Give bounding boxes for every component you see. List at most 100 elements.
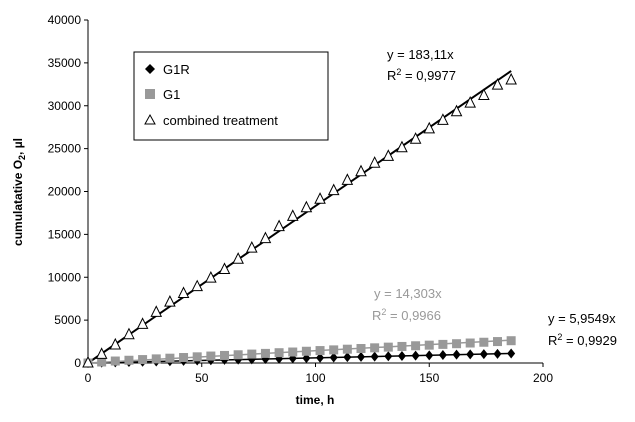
point-g1 [192, 352, 202, 362]
y-axis-title-sub: 2 [17, 155, 27, 160]
point-g1r [438, 350, 447, 361]
point-combined [396, 140, 408, 153]
point-g1r [357, 351, 365, 362]
y-axis-title: cumulatative O2, µl [11, 138, 27, 246]
point-g1 [110, 356, 120, 366]
point-combined [491, 78, 504, 90]
point-g1r [493, 348, 502, 359]
point-g1r [316, 352, 325, 363]
point-combined [382, 149, 395, 161]
point-g1 [301, 346, 311, 356]
r2-value: = 0,9977 [401, 68, 456, 83]
y-axis-title-tail: , µl [11, 138, 25, 155]
point-g1 [247, 349, 257, 359]
r2-sup: 2 [381, 307, 386, 317]
equation-g1-r2: R2 = 0,9966 [372, 307, 441, 323]
r2-value: = 0,9929 [562, 333, 617, 348]
point-combined [109, 337, 122, 350]
point-combined [286, 209, 299, 221]
point-g1 [288, 347, 298, 357]
y-tick-label: 25000 [48, 142, 82, 156]
point-g1r [343, 352, 352, 363]
point-g1 [493, 337, 502, 347]
point-combined [205, 270, 217, 283]
equation-g1r: y = 5,9549x R2 = 0,9929 [548, 311, 617, 348]
point-g1 [465, 338, 475, 348]
point-combined [314, 192, 326, 204]
x-tick-label: 0 [85, 371, 92, 385]
point-g1 [424, 340, 434, 350]
trendline-0 [87, 352, 512, 364]
point-g1r [479, 349, 488, 360]
equation-g1: y = 14,303x R2 = 0,9966 [372, 286, 442, 323]
point-g1 [274, 348, 284, 358]
markers [82, 72, 517, 368]
point-g1 [138, 355, 148, 365]
point-g1r [370, 351, 379, 362]
point-combined [123, 327, 135, 340]
legend-marker-g1 [145, 89, 155, 99]
point-g1 [452, 339, 462, 349]
equation-combined-line1: y = 183,11x [387, 47, 454, 62]
trendline-1 [87, 339, 512, 364]
point-combined [341, 173, 354, 185]
point-combined [177, 286, 190, 299]
point-combined [437, 113, 449, 125]
x-tick-label: 200 [533, 371, 553, 385]
point-g1 [479, 337, 489, 347]
point-combined [355, 164, 367, 177]
point-combined [464, 96, 477, 108]
ticks: 0 5000 10000 15000 20000 25000 30000 35000 40000… [48, 13, 554, 385]
point-g1 [233, 350, 243, 360]
point-g1 [315, 346, 325, 356]
y-axis-title-main: cumulatative O [11, 160, 25, 246]
point-g1 [124, 355, 134, 365]
legend-entry-g1: G1 [145, 87, 180, 102]
y-tick-label: 30000 [48, 99, 82, 113]
point-combined [450, 104, 463, 117]
point-combined [232, 252, 244, 264]
point-combined [136, 317, 149, 329]
point-g1 [97, 357, 107, 367]
point-combined [191, 279, 204, 292]
y-tick-label: 0 [74, 356, 81, 370]
legend-entry-g1r: G1R [145, 62, 190, 77]
r2-value: = 0,9966 [386, 308, 441, 323]
legend-label-g1: G1 [163, 87, 180, 102]
point-g1 [220, 350, 229, 360]
point-combined [478, 88, 490, 100]
r2-prefix: R [372, 308, 381, 323]
point-g1r [452, 349, 461, 360]
point-combined [164, 294, 176, 307]
x-tick-label: 100 [305, 371, 325, 385]
legend-label-combined: combined treatment [163, 113, 278, 128]
point-g1 [179, 353, 189, 363]
point-g1 [397, 341, 407, 351]
y-tick-label: 15000 [48, 227, 82, 241]
point-combined [259, 231, 272, 244]
x-axis-title: time, h [296, 393, 335, 407]
y-tick-label: 20000 [48, 185, 82, 199]
point-g1 [370, 343, 380, 353]
point-g1r [466, 349, 475, 360]
point-combined [273, 219, 285, 232]
equation-g1r-line1: y = 5,9549x [548, 311, 616, 326]
r2-prefix: R [548, 333, 557, 348]
point-g1 [329, 345, 339, 355]
point-g1 [206, 351, 216, 361]
point-combined [218, 262, 231, 275]
point-g1 [260, 348, 270, 358]
point-g1 [438, 339, 448, 349]
point-g1r [329, 352, 338, 363]
point-g1 [342, 344, 352, 354]
legend: G1R G1 combined treatment [133, 51, 329, 141]
equation-combined-r2: R2 = 0,9977 [387, 67, 456, 83]
point-g1r [425, 350, 434, 361]
y-tick-label: 5000 [54, 313, 81, 327]
x-tick-label: 150 [419, 371, 439, 385]
point-g1r [507, 348, 516, 359]
y-tick-label: 35000 [48, 56, 82, 70]
point-combined [95, 347, 108, 359]
point-g1 [411, 341, 421, 351]
